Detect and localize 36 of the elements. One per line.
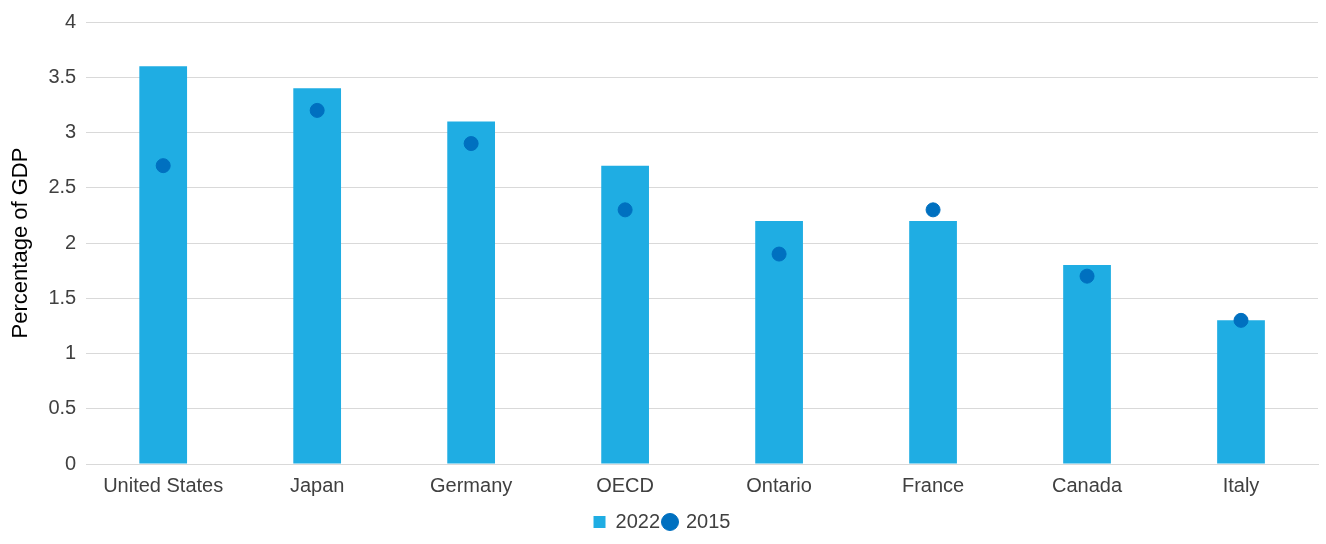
legend-label: 2015 <box>686 509 731 532</box>
y-tick-label: 3.5 <box>48 64 77 87</box>
x-tick-label: Canada <box>1052 473 1123 496</box>
x-tick-label: OECD <box>596 473 655 496</box>
y-axis-title: Percentage of GDP <box>7 147 33 339</box>
y-tick-label: 1.5 <box>48 285 77 308</box>
point <box>1079 268 1095 284</box>
x-tick-label: Japan <box>289 473 345 496</box>
bar <box>293 88 342 464</box>
y-tick-label: 2.5 <box>48 175 77 198</box>
x-tick-label: United States <box>103 473 224 496</box>
bar <box>139 66 188 464</box>
point <box>771 246 787 262</box>
legend-label: 2022 <box>615 509 661 532</box>
point <box>925 202 941 218</box>
x-tick-label: Ontario <box>746 473 812 496</box>
point <box>309 102 325 118</box>
y-tick-label: 1 <box>65 341 77 364</box>
point <box>1233 312 1249 328</box>
bar <box>447 121 496 464</box>
point <box>617 202 633 218</box>
bar <box>755 220 803 464</box>
bar <box>1217 320 1265 464</box>
point <box>463 136 479 152</box>
y-tick-label: 0.5 <box>48 396 77 419</box>
y-tick-label: 4 <box>65 9 77 32</box>
point <box>155 158 171 174</box>
x-tick-label: Italy <box>1222 473 1260 496</box>
bar <box>909 220 957 464</box>
y-tick-label: 3 <box>65 120 77 143</box>
y-tick-label: 2 <box>65 230 77 253</box>
x-tick-label: Germany <box>430 473 513 496</box>
x-tick-label: France <box>901 473 965 496</box>
bar <box>1063 265 1111 464</box>
bar <box>601 165 649 464</box>
y-tick-label: 0 <box>65 451 77 474</box>
